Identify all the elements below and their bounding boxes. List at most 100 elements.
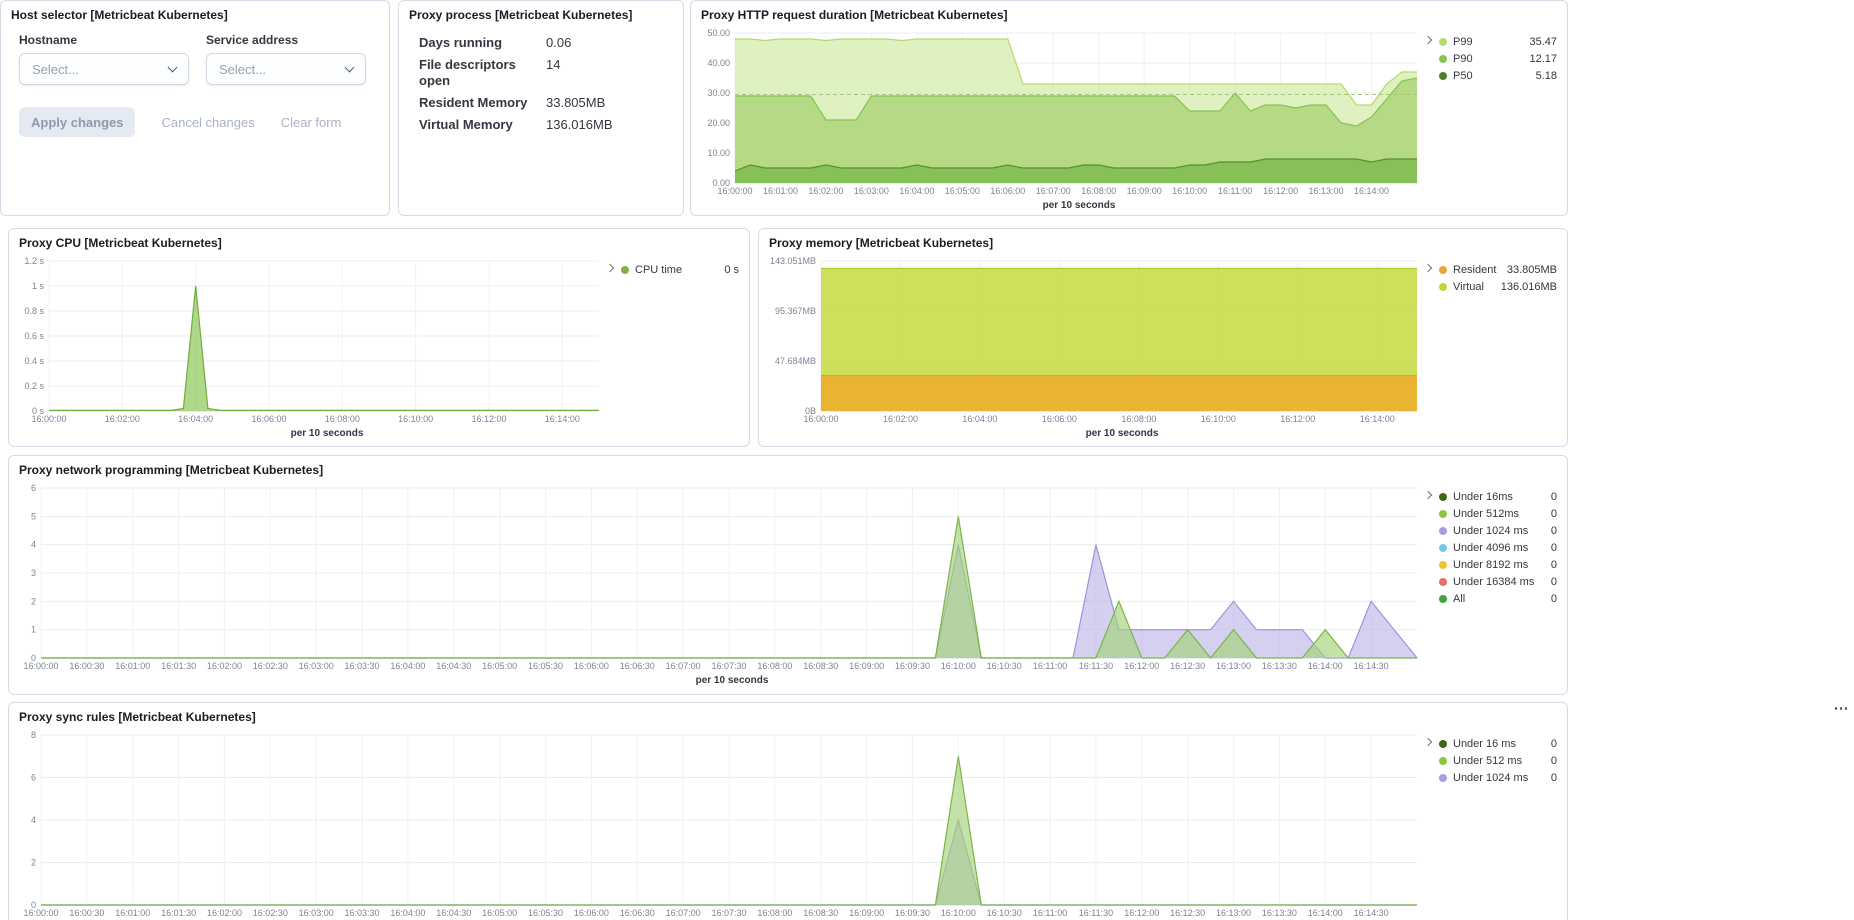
legend-item[interactable]: Under 16384 ms 0 [1439, 573, 1557, 590]
panel-options-icon[interactable] [1832, 702, 1850, 718]
svg-text:0B: 0B [805, 406, 816, 416]
legend-value: 0 [1550, 737, 1557, 750]
legend-value: 0 [1550, 558, 1557, 571]
legend-item[interactable]: Under 8192 ms 0 [1439, 556, 1557, 573]
legend-item[interactable]: Under 16ms 0 [1439, 488, 1557, 505]
svg-text:16:10:00: 16:10:00 [941, 908, 976, 918]
svg-text:0.8 s: 0.8 s [24, 306, 44, 316]
svg-text:16:05:00: 16:05:00 [482, 908, 517, 918]
legend-collapse-icon[interactable] [1423, 263, 1433, 273]
svg-text:16:14:00: 16:14:00 [1308, 661, 1343, 671]
legend-label: Under 16ms [1453, 490, 1513, 503]
legend-item[interactable]: Under 512ms 0 [1439, 505, 1557, 522]
clear-form-button[interactable]: Clear form [280, 114, 342, 130]
svg-text:16:02:00: 16:02:00 [808, 186, 843, 196]
svg-text:16:10:30: 16:10:30 [987, 661, 1022, 671]
legend-item[interactable]: Virtual 136.016MB [1439, 278, 1557, 295]
legend-item[interactable]: Under 1024 ms 0 [1439, 769, 1557, 786]
legend-label: P90 [1453, 52, 1473, 65]
panel-title[interactable]: Proxy HTTP request duration [Metricbeat … [701, 8, 1008, 22]
panel-title[interactable]: Host selector [Metricbeat Kubernetes] [11, 8, 228, 22]
legend-item[interactable]: P99 35.47 [1439, 33, 1557, 50]
legend-item[interactable]: P50 5.18 [1439, 67, 1557, 84]
legend-label: Under 16384 ms [1453, 575, 1535, 588]
legend-collapse-icon[interactable] [1423, 490, 1433, 500]
service-address-select[interactable]: Select... [206, 53, 366, 85]
legend-color-dot [1439, 54, 1447, 63]
panel-proxy-memory: Proxy memory [Metricbeat Kubernetes] 143… [758, 228, 1568, 447]
svg-text:3: 3 [31, 568, 36, 578]
metric-value: 136.016MB [546, 117, 613, 132]
svg-text:6: 6 [31, 773, 36, 783]
svg-text:16:00:30: 16:00:30 [69, 908, 104, 918]
apply-changes-button[interactable]: Apply changes [19, 107, 136, 137]
cancel-changes-button[interactable]: Cancel changes [161, 114, 255, 130]
legend-item[interactable]: Under 512 ms 0 [1439, 752, 1557, 769]
hostname-select[interactable]: Select... [19, 53, 189, 85]
svg-text:16:11:30: 16:11:30 [1079, 908, 1113, 918]
legend-color-dot [1439, 739, 1447, 748]
svg-text:16:00:00: 16:00:00 [31, 414, 66, 424]
service-address-label: Service address [206, 33, 299, 47]
legend-item[interactable]: P90 12.17 [1439, 50, 1557, 67]
legend-color-dot [1439, 282, 1447, 291]
svg-text:16:14:00: 16:14:00 [545, 414, 580, 424]
legend-collapse-icon[interactable] [605, 263, 615, 273]
legend-collapse-icon[interactable] [1423, 737, 1433, 747]
legend-collapse-icon[interactable] [1423, 35, 1433, 45]
panel-title[interactable]: Proxy process [Metricbeat Kubernetes] [409, 8, 633, 22]
legend-label: Virtual [1453, 280, 1484, 293]
legend-value: 0 [1550, 754, 1557, 767]
svg-text:16:01:30: 16:01:30 [161, 661, 196, 671]
svg-text:16:06:30: 16:06:30 [620, 908, 655, 918]
legend-color-dot [1439, 265, 1447, 274]
panel-title[interactable]: Proxy CPU [Metricbeat Kubernetes] [19, 236, 222, 250]
cpu-chart[interactable]: 1.2 s 1 s 0.8 s 0.6 s 0.4 s 0.2 s 0 s 16:00:00 1… [19, 255, 605, 427]
panel-sync-rules: Proxy sync rules [Metricbeat Kubernetes]… [8, 702, 1568, 920]
svg-text:16:09:30: 16:09:30 [895, 661, 930, 671]
legend-item[interactable]: Resident 33.805MB [1439, 261, 1557, 278]
chart-legend: Under 16 ms 0 Under 512 ms 0 Under 1024 ms 0 [1423, 729, 1557, 920]
svg-text:16:02:00: 16:02:00 [883, 414, 918, 424]
svg-text:16:12:30: 16:12:30 [1170, 661, 1205, 671]
svg-text:16:08:00: 16:08:00 [325, 414, 360, 424]
legend-label: P50 [1453, 69, 1473, 82]
panel-title[interactable]: Proxy sync rules [Metricbeat Kubernetes] [19, 710, 256, 724]
svg-text:1: 1 [31, 625, 36, 635]
panel-title[interactable]: Proxy memory [Metricbeat Kubernetes] [769, 236, 994, 250]
svg-text:16:03:00: 16:03:00 [299, 908, 334, 918]
svg-text:16:09:00: 16:09:00 [849, 908, 884, 918]
svg-text:16:04:00: 16:04:00 [962, 414, 997, 424]
host-selector-form: Hostname Select... Service address Selec… [19, 33, 379, 137]
sync-rules-chart[interactable]: 8 6 4 2 0 16:00:00 16:00:30 16:01:00 16:01:30 16:… [19, 729, 1423, 920]
svg-text:4: 4 [31, 540, 36, 550]
legend-value: 12.17 [1529, 52, 1557, 65]
svg-text:1.2 s: 1.2 s [24, 256, 44, 266]
svg-text:16:14:00: 16:14:00 [1354, 186, 1389, 196]
legend-item[interactable]: All 0 [1439, 590, 1557, 607]
network-programming-chart[interactable]: 6 5 4 3 2 1 0 16:00:00 16:00:30 16:01:00 16:01:30 1… [19, 482, 1423, 674]
svg-text:16:00:30: 16:00:30 [69, 661, 104, 671]
memory-chart[interactable]: 143.051MB 95.367MB 47.684MB 0B 16:00:00 16:02… [769, 255, 1423, 427]
svg-text:16:14:30: 16:14:30 [1354, 908, 1389, 918]
legend-item[interactable]: Under 1024 ms 0 [1439, 522, 1557, 539]
hostname-label: Hostname [19, 33, 78, 47]
legend-color-dot [1439, 509, 1447, 518]
svg-text:16:13:00: 16:13:00 [1216, 661, 1251, 671]
svg-text:16:14:30: 16:14:30 [1354, 661, 1389, 671]
legend-value: 136.016MB [1500, 280, 1557, 293]
legend-item[interactable]: CPU time 0 s [621, 261, 739, 278]
legend-item[interactable]: Under 16 ms 0 [1439, 735, 1557, 752]
process-metrics: Days running 0.06 File descriptors open … [419, 35, 673, 133]
panel-title[interactable]: Proxy network programming [Metricbeat Ku… [19, 463, 324, 477]
svg-text:0: 0 [31, 900, 36, 910]
legend-item[interactable]: Under 4096 ms 0 [1439, 539, 1557, 556]
svg-text:95.367MB: 95.367MB [775, 306, 816, 316]
legend-value: 0 [1550, 541, 1557, 554]
svg-text:16:12:00: 16:12:00 [1280, 414, 1315, 424]
http-duration-chart[interactable]: 50.00 40.00 30.00 20.00 10.00 0.00 16:00:00 16:… [701, 27, 1423, 199]
legend-label: Resident [1453, 263, 1497, 276]
legend-label: Under 512ms [1453, 507, 1520, 520]
svg-text:16:06:00: 16:06:00 [574, 661, 609, 671]
